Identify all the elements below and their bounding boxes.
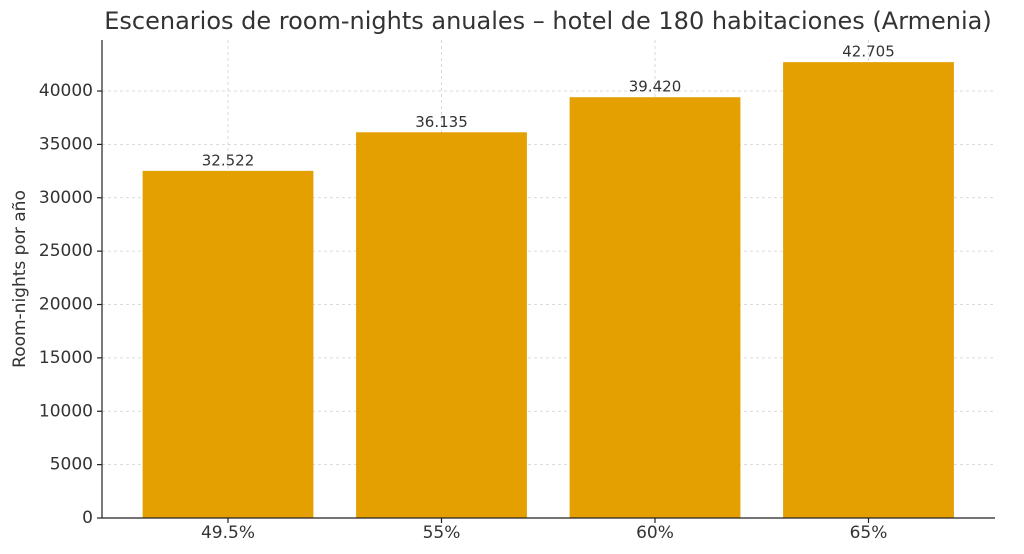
y-tick-label: 40000 [39,81,93,101]
bar [142,170,314,518]
bar [356,132,527,518]
bar [569,97,741,518]
bar [783,62,954,518]
y-tick-label: 15000 [39,348,93,368]
x-tick-label: 60% [636,523,674,543]
value-label: 32.522 [202,151,255,169]
y-tick-label: 35000 [39,134,93,154]
value-label: 39.420 [629,78,682,96]
y-tick-label: 20000 [39,295,93,315]
x-tick-label: 55% [423,523,461,543]
chart-title: Escenarios de room-nights anuales – hote… [104,7,992,35]
y-tick-label: 30000 [39,188,93,208]
y-axis-label: Room-nights por año [10,190,30,368]
x-tick-label: 65% [850,523,888,543]
y-tick-label: 0 [82,508,93,528]
y-tick-label: 5000 [50,455,93,475]
value-label: 42.705 [842,43,895,61]
value-label: 36.135 [415,113,468,131]
y-tick-label: 10000 [39,401,93,421]
y-tick-label: 25000 [39,241,93,261]
x-tick-label: 49.5% [201,523,255,543]
